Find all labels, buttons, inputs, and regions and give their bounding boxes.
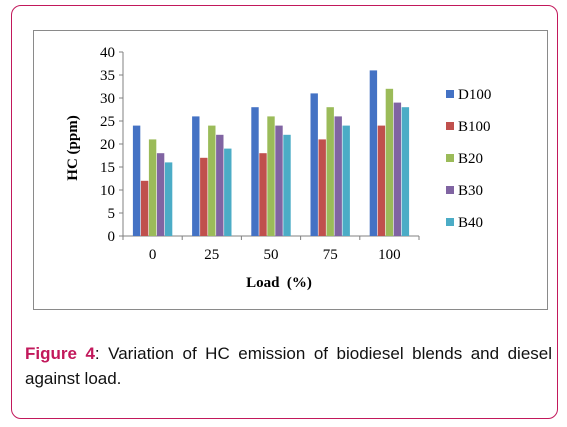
- bar-b100-75: [318, 139, 326, 236]
- legend-swatch-d100: [446, 90, 454, 98]
- bar-b100-100: [377, 125, 386, 236]
- figure-frame: [11, 5, 558, 419]
- bar-b20-0: [148, 139, 157, 236]
- bar-chart: 0 5 10 15 20 25 30 35 40 0 25 50 75 100 HC (ppm) Loa…: [65, 45, 491, 291]
- figure-caption: Figure 4: Variation of HC emission of bi…: [25, 341, 552, 391]
- bar-b40-0: [164, 162, 173, 236]
- legend-swatch-b100: [446, 122, 454, 130]
- x-tick-label: 0: [149, 247, 157, 263]
- bar-d100-50: [251, 107, 259, 236]
- legend-swatch-b30: [446, 186, 454, 194]
- bar-b20-100: [385, 88, 394, 236]
- bar-b20-50: [267, 116, 275, 236]
- bar-d100-25: [192, 116, 200, 236]
- y-tick-label: 10: [100, 183, 115, 199]
- bar-b40-50: [283, 134, 291, 236]
- chart-area: 0 5 10 15 20 25 30 35 40 0 25 50 75 100 HC (ppm) Loa…: [33, 30, 548, 310]
- y-tick-label: 35: [100, 68, 115, 84]
- x-tick-label: 25: [204, 247, 219, 263]
- bar-b40-75: [342, 125, 350, 236]
- y-tick-label: 15: [100, 160, 115, 176]
- legend-label-b100: B100: [458, 119, 491, 135]
- x-tick-label: 100: [378, 247, 401, 263]
- y-tick-label: 0: [108, 229, 116, 245]
- caption-text: : Variation of HC emission of biodiesel …: [25, 344, 552, 388]
- y-tick-label: 40: [100, 45, 115, 61]
- bar-d100-75: [310, 93, 318, 237]
- y-axis-title: HC (ppm): [65, 115, 81, 180]
- bar-d100-100: [369, 70, 378, 237]
- bar-b30-25: [216, 134, 224, 236]
- x-tick-label: 75: [323, 247, 338, 263]
- bar-b100-25: [200, 157, 208, 236]
- x-axis-title: Load (%): [246, 275, 312, 291]
- legend: D100 B100 B20 B30 B40: [446, 87, 491, 231]
- bar-b20-75: [326, 107, 334, 236]
- bar-b20-25: [208, 125, 216, 236]
- legend-swatch-b40: [446, 218, 454, 226]
- y-tick-label: 5: [108, 206, 116, 222]
- bar-b40-25: [224, 148, 232, 236]
- caption-label: Figure 4: [25, 344, 95, 363]
- y-tick-label: 25: [100, 114, 115, 130]
- y-tick-label: 30: [100, 91, 115, 107]
- x-tick-label: 50: [264, 247, 279, 263]
- bar-b100-0: [140, 180, 149, 236]
- legend-label-b30: B30: [458, 183, 483, 199]
- y-tick-label: 20: [100, 137, 115, 153]
- bar-b40-100: [401, 107, 410, 236]
- bar-b30-100: [393, 102, 402, 236]
- bar-b100-50: [259, 153, 267, 236]
- bar-b30-0: [156, 153, 165, 236]
- bar-d100-0: [132, 125, 141, 236]
- bar-b30-75: [334, 116, 342, 236]
- legend-label-b20: B20: [458, 151, 483, 167]
- legend-label-d100: D100: [458, 87, 491, 103]
- bar-b30-50: [275, 125, 283, 236]
- legend-swatch-b20: [446, 154, 454, 162]
- legend-label-b40: B40: [458, 215, 483, 231]
